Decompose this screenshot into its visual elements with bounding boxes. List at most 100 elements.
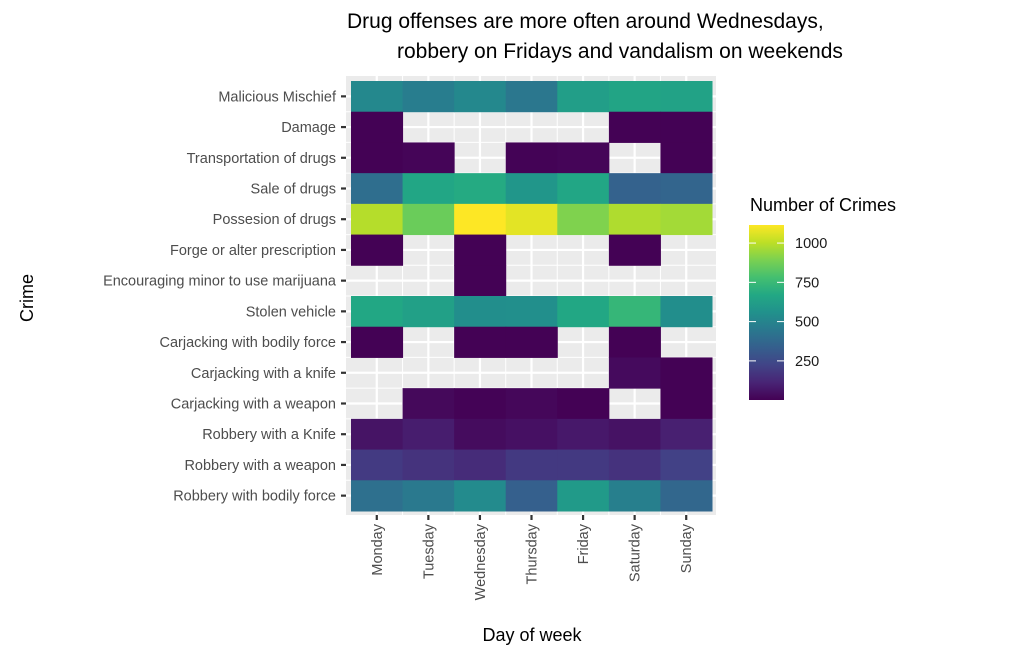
y-tick-label: Robbery with a Knife [202, 427, 336, 443]
heatmap-cell [402, 388, 455, 420]
heatmap-cell [608, 234, 661, 266]
y-axis-ticks: Malicious Mischief Damage Transportation o… [103, 89, 346, 505]
heatmap-cell [660, 296, 713, 328]
heatmap-cell [660, 449, 713, 481]
y-tick-label: Transportation of drugs [187, 151, 336, 167]
heatmap-cell [608, 203, 661, 236]
heatmap-cell [402, 449, 455, 481]
heatmap-cell [454, 388, 507, 420]
legend-tick-label: 250 [795, 354, 819, 370]
heatmap-cell [557, 449, 610, 481]
heatmap-cell [402, 418, 455, 451]
heatmap-cell [402, 173, 455, 205]
x-tick-label: Thursday [525, 523, 541, 584]
x-tick-label: Wednesday [473, 523, 489, 600]
heatmap-cell [454, 418, 507, 451]
heatmap-cell [557, 142, 610, 174]
heatmap-cell [454, 265, 507, 297]
x-tick-label: Saturday [628, 523, 644, 582]
heatmap-cell [505, 81, 558, 113]
y-tick-label: Malicious Mischief [218, 89, 337, 105]
heatmap-cell [660, 111, 713, 143]
heatmap-cell [351, 142, 404, 174]
heatmap-cell [505, 142, 558, 174]
heatmap-cell [454, 203, 507, 236]
heatmap-cell [402, 203, 455, 236]
heatmap-cell [505, 296, 558, 328]
heatmap-cell [454, 480, 507, 512]
heatmap-cell [660, 203, 713, 236]
heatmap-cell [557, 81, 610, 113]
heatmap-cell [505, 326, 558, 358]
y-tick-label: Robbery with bodily force [173, 489, 336, 505]
x-tick-label: Monday [370, 523, 386, 575]
heatmap-cell [608, 449, 661, 481]
chart-title-line-2: robbery on Fridays and vandalism on week… [397, 40, 843, 63]
heatmap-cell [660, 357, 713, 389]
heatmap-cell [402, 296, 455, 328]
heatmap-cell [557, 480, 610, 512]
heatmap-cell [454, 326, 507, 358]
y-tick-label: Stolen vehicle [246, 304, 336, 320]
heatmap-cell [660, 142, 713, 174]
heatmap-cell [505, 480, 558, 512]
heatmap-cell [608, 357, 661, 389]
legend-colorbar [749, 225, 784, 400]
heatmap-cell [557, 296, 610, 328]
heatmap-cell [351, 81, 404, 113]
heatmap-cell [608, 173, 661, 205]
heatmap-cell [454, 81, 507, 113]
heatmap-cell [557, 203, 610, 236]
heatmap-cell [557, 388, 610, 420]
heatmap-cell [505, 449, 558, 481]
y-tick-label: Damage [281, 120, 336, 136]
y-tick-label: Carjacking with a knife [191, 366, 336, 382]
heatmap-cell [351, 173, 404, 205]
heatmap-cell [608, 111, 661, 143]
heatmap-cell [351, 296, 404, 328]
x-tick-label: Friday [576, 523, 592, 564]
y-tick-label: Carjacking with a weapon [171, 397, 336, 413]
heatmap-cell [351, 326, 404, 358]
heatmap-cell [505, 388, 558, 420]
heatmap-cell [557, 173, 610, 205]
heatmap-cell [608, 326, 661, 358]
heatmap-cell [608, 81, 661, 113]
y-tick-label: Possesion of drugs [213, 212, 336, 228]
heatmap-cell [454, 173, 507, 205]
heatmap-cell [454, 234, 507, 266]
x-tick-label: Sunday [679, 523, 695, 573]
heatmap-cell [454, 296, 507, 328]
heatmap-cell [351, 480, 404, 512]
y-tick-label: Carjacking with bodily force [160, 335, 337, 351]
legend-tick-label: 500 [795, 315, 819, 331]
heatmap-cell [660, 173, 713, 205]
heatmap-cell [402, 480, 455, 512]
heatmap-cell [660, 418, 713, 451]
heatmap-cell [351, 203, 404, 236]
legend-title: Number of Crimes [750, 195, 896, 215]
heatmap-cell [608, 480, 661, 512]
heatmap-cell [402, 142, 455, 174]
heatmap-cell [351, 418, 404, 451]
y-tick-label: Forge or alter prescription [170, 243, 336, 259]
y-axis-title: Crime [17, 274, 37, 322]
heatmap-cell [608, 418, 661, 451]
legend-tick-label: 1000 [795, 236, 827, 252]
x-axis-ticks: Monday Tuesday Wednesday Thursday Friday Satu… [370, 515, 695, 600]
heatmap-cell [660, 480, 713, 512]
heatmap-cell [351, 234, 404, 266]
heatmap-cell [557, 418, 610, 451]
color-legend: Number of Crimes 250 500 750 1000 [749, 195, 896, 400]
heatmap-cell [608, 296, 661, 328]
heatmap-cell [402, 81, 455, 113]
chart-title-line-1: Drug offenses are more often around Wedn… [347, 10, 824, 33]
x-tick-label: Tuesday [421, 523, 437, 579]
y-tick-label: Robbery with a weapon [184, 458, 336, 474]
heatmap-cell [505, 418, 558, 451]
heatmap-cell [351, 449, 404, 481]
heatmap-cell [505, 203, 558, 236]
y-tick-label: Sale of drugs [251, 182, 336, 198]
heatmap-cell [454, 449, 507, 481]
